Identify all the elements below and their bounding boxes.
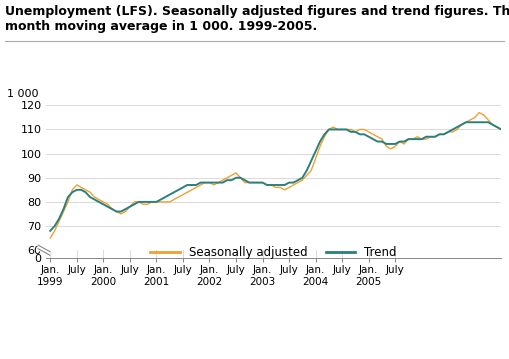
Text: month moving average in 1 000. 1999-2005.: month moving average in 1 000. 1999-2005… [5,20,317,33]
Legend: Seasonally adjusted, Trend: Seasonally adjusted, Trend [146,241,402,264]
Text: Unemployment (LFS). Seasonally adjusted figures and trend figures. Three-: Unemployment (LFS). Seasonally adjusted … [5,5,509,18]
Text: 1 000: 1 000 [7,89,39,99]
